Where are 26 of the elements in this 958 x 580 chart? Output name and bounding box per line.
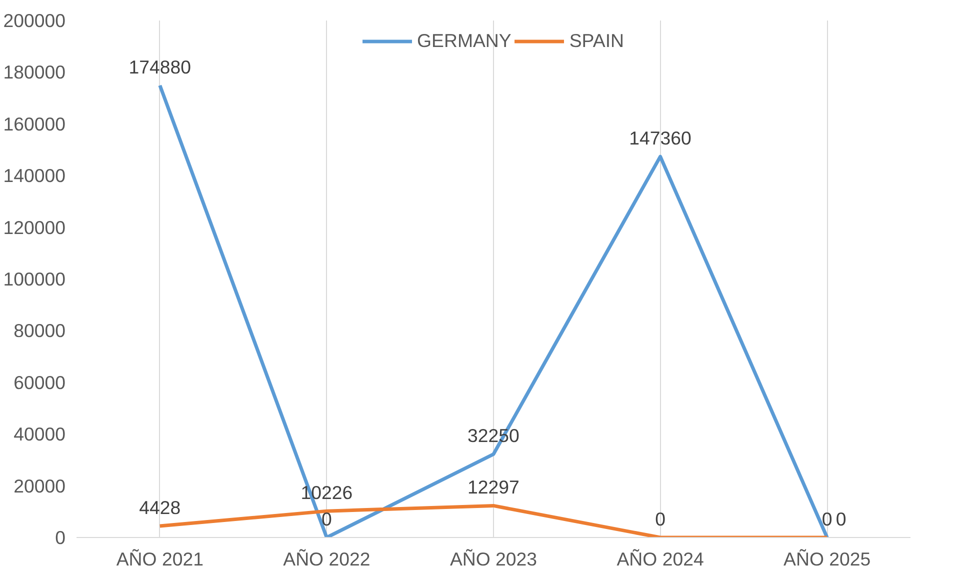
y-tick-label: 40000	[14, 424, 66, 445]
data-label: 12297	[468, 476, 520, 498]
data-label: 4428	[139, 497, 181, 518]
x-tick-label: AÑO 2021	[116, 548, 204, 570]
x-tick-label: AÑO 2022	[283, 548, 370, 570]
y-tick-label: 20000	[14, 475, 66, 496]
legend-label: SPAIN	[569, 30, 624, 52]
y-tick-label: 140000	[3, 165, 66, 186]
y-tick-label: 100000	[3, 268, 66, 290]
y-tick-label: 160000	[3, 113, 66, 134]
y-tick-label: 0	[55, 527, 66, 548]
data-label: 0	[836, 508, 846, 530]
data-label: 147360	[629, 128, 692, 149]
data-label: 0	[822, 508, 832, 530]
y-tick-label: 60000	[14, 372, 66, 393]
data-label: 0	[322, 508, 332, 530]
x-tick-label: AÑO 2023	[450, 548, 538, 570]
y-tick-label: 80000	[14, 320, 66, 342]
data-label: 174880	[128, 56, 192, 78]
x-tick-label: AÑO 2024	[616, 548, 704, 570]
x-tick-label: AÑO 2025	[784, 548, 871, 570]
y-tick-label: 200000	[3, 10, 66, 31]
legend-label: GERMANY	[417, 30, 512, 52]
data-label: 0	[655, 508, 666, 530]
y-tick-label: 120000	[3, 216, 66, 238]
y-tick-label: 180000	[3, 62, 66, 83]
